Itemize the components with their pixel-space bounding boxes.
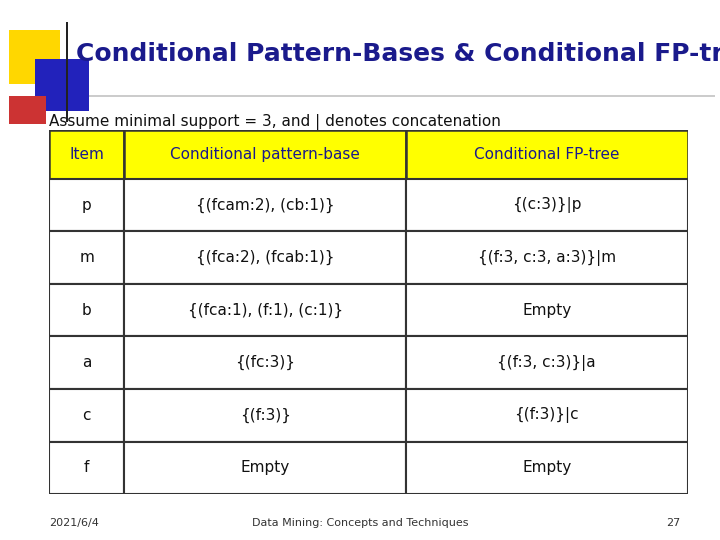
Bar: [406, 336, 688, 389]
Bar: [49, 284, 125, 336]
Bar: [49, 130, 125, 179]
Bar: [406, 389, 688, 442]
Bar: [406, 179, 688, 231]
Bar: [9, 96, 46, 124]
Text: p: p: [82, 198, 91, 213]
Text: c: c: [82, 408, 91, 423]
Bar: [67, 96, 715, 97]
Text: Assume minimal support = 3, and | denotes concatenation: Assume minimal support = 3, and | denote…: [49, 113, 501, 130]
Bar: [49, 389, 125, 442]
Bar: [125, 389, 406, 442]
Bar: [49, 179, 125, 231]
Bar: [125, 284, 406, 336]
Bar: [125, 442, 406, 494]
Text: 27: 27: [666, 518, 680, 528]
Bar: [49, 442, 125, 494]
Text: {(f:3)}|c: {(f:3)}|c: [515, 407, 579, 423]
Text: Empty: Empty: [522, 460, 572, 475]
Bar: [125, 130, 406, 179]
Text: Empty: Empty: [240, 460, 289, 475]
Text: a: a: [82, 355, 91, 370]
Text: Conditional pattern-base: Conditional pattern-base: [170, 147, 360, 161]
Bar: [125, 179, 406, 231]
Text: f: f: [84, 460, 89, 475]
Text: {(fca:2), (fcab:1)}: {(fca:2), (fcab:1)}: [196, 250, 334, 265]
Text: Conditional Pattern-Bases & Conditional FP-tree: Conditional Pattern-Bases & Conditional …: [76, 42, 720, 66]
Bar: [406, 231, 688, 284]
Bar: [406, 284, 688, 336]
Text: Empty: Empty: [522, 303, 572, 318]
Text: Data Mining: Concepts and Techniques: Data Mining: Concepts and Techniques: [252, 518, 468, 528]
Bar: [125, 231, 406, 284]
Bar: [35, 59, 89, 111]
Text: {(fc:3)}: {(fc:3)}: [235, 355, 295, 370]
Text: {(f:3, c:3, a:3)}|m: {(f:3, c:3, a:3)}|m: [477, 249, 616, 266]
Text: Item: Item: [69, 147, 104, 161]
Text: Conditional FP-tree: Conditional FP-tree: [474, 147, 619, 161]
Bar: [406, 130, 688, 179]
Bar: [49, 336, 125, 389]
Text: m: m: [79, 250, 94, 265]
Text: {(c:3)}|p: {(c:3)}|p: [512, 197, 582, 213]
Text: b: b: [82, 303, 91, 318]
Text: {(fcam:2), (cb:1)}: {(fcam:2), (cb:1)}: [196, 198, 335, 213]
Text: 2021/6/4: 2021/6/4: [49, 518, 99, 528]
Bar: [9, 30, 60, 84]
Text: {(f:3)}: {(f:3)}: [240, 408, 291, 423]
Bar: [406, 442, 688, 494]
Text: {(fca:1), (f:1), (c:1)}: {(fca:1), (f:1), (c:1)}: [188, 302, 343, 318]
Bar: [66, 22, 68, 122]
Bar: [49, 231, 125, 284]
Bar: [125, 336, 406, 389]
Text: {(f:3, c:3)}|a: {(f:3, c:3)}|a: [498, 355, 596, 371]
